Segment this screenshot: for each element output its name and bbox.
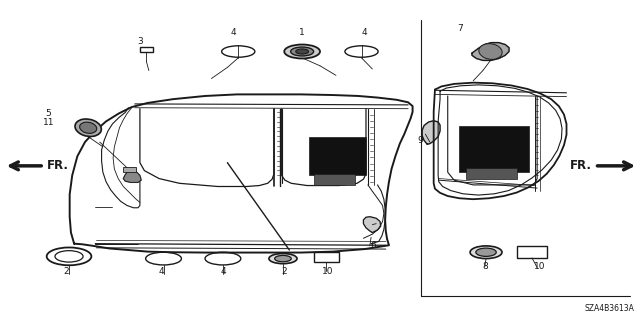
- Ellipse shape: [476, 248, 496, 256]
- Text: 11: 11: [43, 117, 54, 127]
- Polygon shape: [422, 121, 440, 144]
- Text: 4: 4: [362, 28, 367, 37]
- Polygon shape: [364, 217, 381, 233]
- Polygon shape: [472, 43, 509, 60]
- Bar: [314, 174, 355, 185]
- Ellipse shape: [296, 49, 308, 54]
- Ellipse shape: [275, 256, 291, 262]
- Bar: [314, 252, 339, 262]
- Text: 1: 1: [300, 28, 305, 37]
- Ellipse shape: [75, 119, 101, 137]
- Bar: [460, 125, 529, 172]
- Text: 7: 7: [458, 24, 463, 33]
- Ellipse shape: [470, 246, 502, 259]
- Text: 5: 5: [45, 109, 51, 118]
- Text: 9: 9: [417, 136, 423, 145]
- Ellipse shape: [284, 45, 320, 58]
- Ellipse shape: [291, 47, 314, 56]
- Text: 4: 4: [220, 267, 226, 276]
- Bar: [308, 137, 366, 175]
- Text: 3: 3: [137, 38, 143, 47]
- Text: 8: 8: [482, 262, 488, 271]
- Text: 2: 2: [282, 267, 287, 276]
- Text: 10: 10: [322, 267, 333, 276]
- Ellipse shape: [79, 122, 97, 133]
- Text: 10: 10: [534, 262, 545, 271]
- Bar: [516, 246, 547, 258]
- Text: 4: 4: [231, 28, 237, 37]
- Polygon shape: [124, 171, 141, 182]
- Bar: [140, 47, 153, 52]
- Text: 2: 2: [63, 267, 69, 276]
- Text: 6: 6: [370, 241, 376, 250]
- Text: 4: 4: [159, 267, 164, 276]
- Text: FR.: FR.: [570, 160, 591, 172]
- Bar: [466, 168, 516, 179]
- Text: SZA4B3613A: SZA4B3613A: [585, 304, 635, 313]
- Ellipse shape: [269, 254, 297, 264]
- Bar: [124, 167, 136, 172]
- Ellipse shape: [479, 44, 502, 59]
- Text: FR.: FR.: [47, 160, 68, 172]
